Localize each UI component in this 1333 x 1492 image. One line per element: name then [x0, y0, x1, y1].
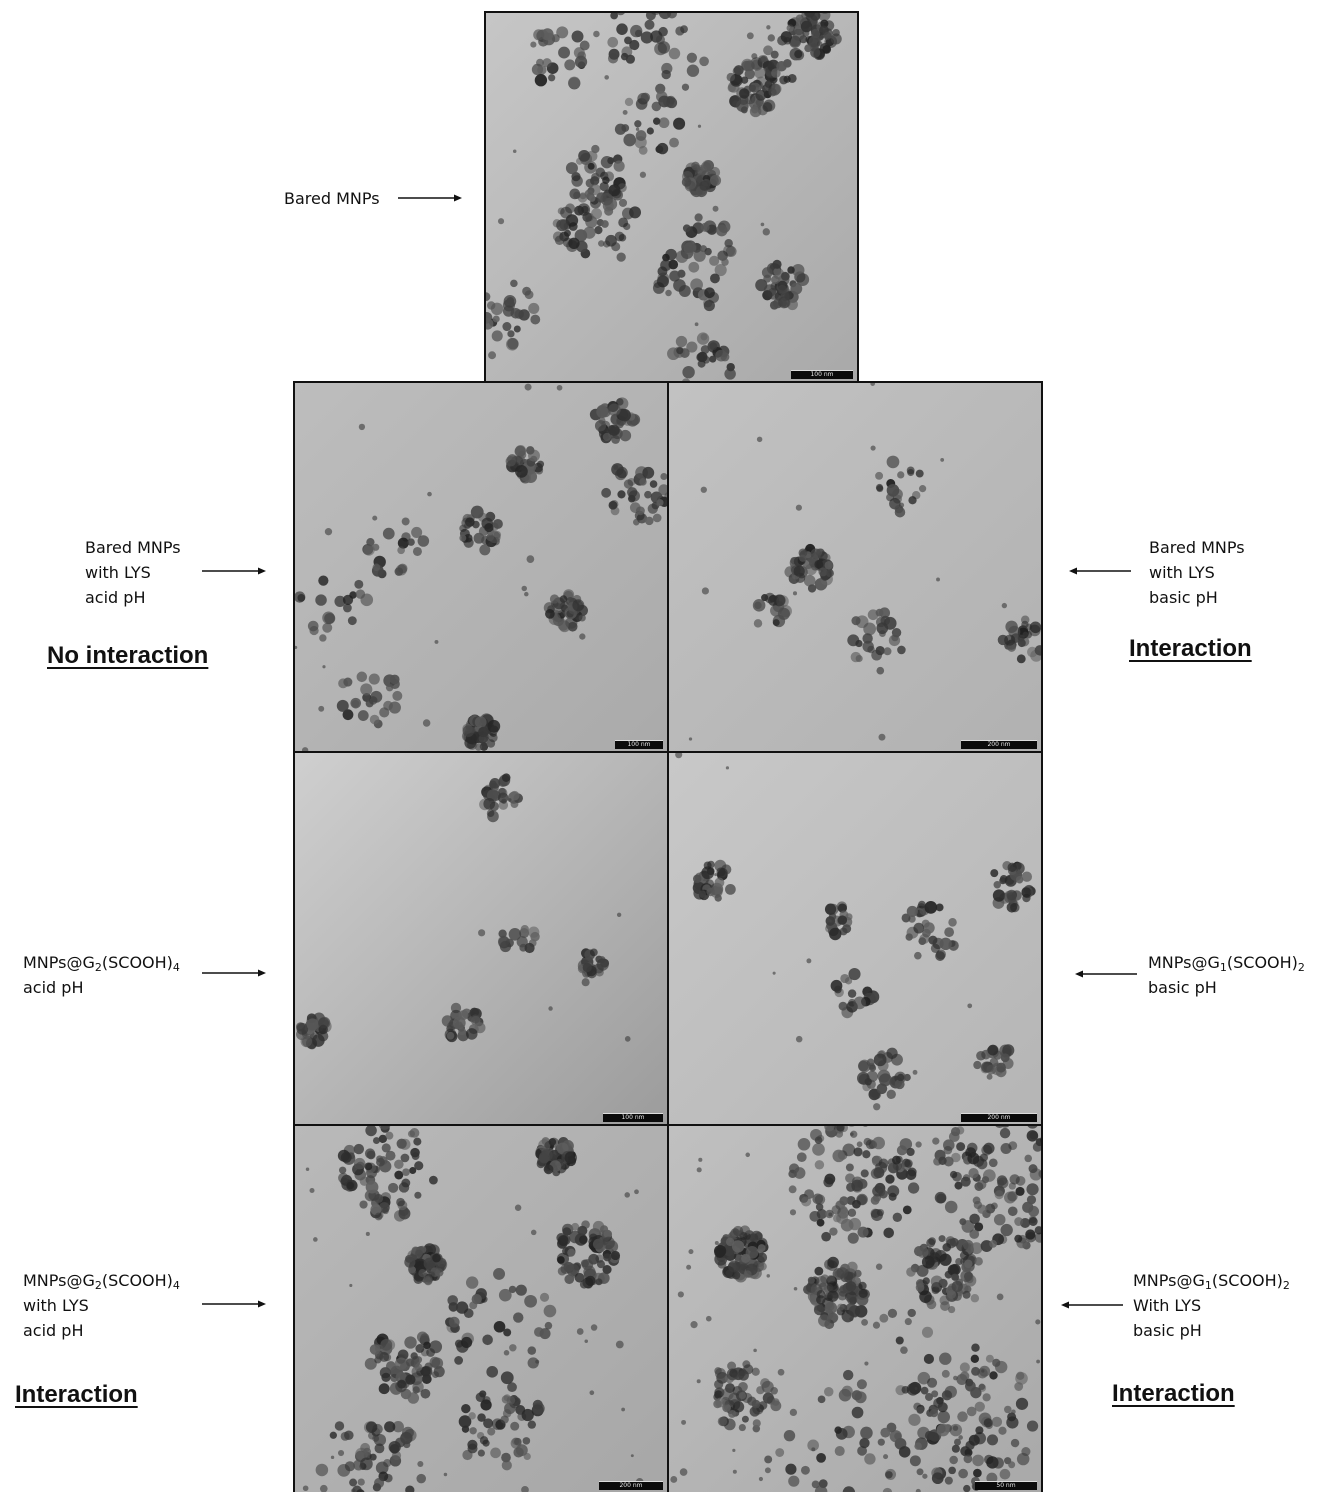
label-line: MNPs@G	[1148, 953, 1220, 972]
scale-bar: 100 nm	[603, 1113, 663, 1122]
label-line: MNPs@G	[23, 1271, 95, 1290]
subscript: 2	[1297, 961, 1305, 974]
tem-panel-g2-lys-acid: 200 nm	[293, 1124, 669, 1492]
label-line: acid pH	[85, 588, 146, 607]
tem-panel-bared-mnps: 100 nm	[484, 11, 859, 383]
verdict-interaction: Interaction	[15, 1381, 138, 1408]
label-g2-lys-acid: MNPs@G2(SCOOH)4 with LYS acid pH	[23, 1268, 180, 1343]
tem-image-g2-lys-acid	[295, 1126, 667, 1492]
label-g1-lys-basic: MNPs@G1(SCOOH)2 With LYS basic pH	[1133, 1268, 1290, 1343]
label-line: with LYS	[23, 1296, 89, 1315]
nanoparticle-clusters	[302, 1126, 644, 1492]
label-line: (SCOOH)	[101, 1271, 173, 1290]
tem-panel-g2-acid: 100 nm	[293, 751, 669, 1126]
label-line: With LYS	[1133, 1296, 1202, 1315]
arrow-left-icon	[1075, 969, 1137, 979]
arrow-left-icon	[1069, 566, 1131, 576]
label-bared-mnps-lys-acid: Bared MNPs with LYS acid pH	[85, 535, 181, 610]
subscript: 1	[1219, 961, 1227, 974]
label-bared-mnps: Bared MNPs	[284, 186, 380, 211]
arrow-right-icon	[398, 193, 462, 203]
nanoparticle-clusters	[295, 383, 667, 751]
label-line: with LYS	[1149, 563, 1215, 582]
arrow-right-icon	[202, 968, 266, 978]
nanoparticle-clusters	[670, 1126, 1041, 1492]
subscript: 2	[94, 1279, 102, 1292]
subscript: 2	[94, 961, 102, 974]
arrow-right-icon	[202, 566, 266, 576]
label-line: Bared MNPs	[1149, 538, 1245, 557]
nanoparticle-clusters	[486, 13, 842, 381]
subscript: 4	[172, 1279, 180, 1292]
verdict-interaction: Interaction	[1129, 635, 1252, 662]
label-line: acid pH	[23, 978, 84, 997]
tem-panel-bared-mnps-lys-acid: 100 nm	[293, 381, 669, 753]
scale-bar: 200 nm	[961, 740, 1037, 749]
tem-background	[669, 383, 1041, 751]
tem-background	[295, 383, 667, 751]
label-line: (SCOOH)	[101, 953, 173, 972]
label-line: basic pH	[1133, 1321, 1202, 1340]
label-g1-basic: MNPs@G1(SCOOH)2 basic pH	[1148, 950, 1305, 1000]
label-line: (SCOOH)	[1211, 1271, 1283, 1290]
label-line: MNPs@G	[1133, 1271, 1205, 1290]
label-line: basic pH	[1149, 588, 1218, 607]
tem-image-g1-basic	[669, 753, 1041, 1124]
label-line: MNPs@G	[23, 953, 95, 972]
label-line: (SCOOH)	[1226, 953, 1298, 972]
arrow-right-icon	[202, 1299, 266, 1309]
scale-bar: 200 nm	[961, 1113, 1037, 1122]
scale-bar: 100 nm	[615, 740, 663, 749]
label-line: basic pH	[1148, 978, 1217, 997]
label-g2-acid: MNPs@G2(SCOOH)4 acid pH	[23, 950, 180, 1000]
nanoparticle-clusters	[296, 773, 631, 1050]
arrow-left-icon	[1061, 1300, 1123, 1310]
label-line: acid pH	[23, 1321, 84, 1340]
verdict-interaction: Interaction	[1112, 1380, 1235, 1407]
tem-image-bared-mnps-lys-basic	[669, 383, 1041, 751]
label-line: with LYS	[85, 563, 151, 582]
tem-image-g2-acid	[295, 753, 667, 1124]
verdict-no-interaction: No interaction	[47, 642, 209, 669]
tem-image-bared-mnps	[486, 13, 857, 381]
tem-background	[486, 13, 857, 381]
nanoparticle-clusters	[688, 383, 1041, 741]
scale-bar: 200 nm	[599, 1481, 663, 1490]
tem-image-g1-lys-basic	[669, 1126, 1041, 1492]
tem-panel-bared-mnps-lys-basic: 200 nm	[667, 381, 1043, 753]
label-line: Bared MNPs	[85, 538, 181, 557]
nanoparticle-clusters	[675, 753, 1036, 1111]
scale-bar: 100 nm	[791, 370, 853, 379]
label-bared-mnps-lys-basic: Bared MNPs with LYS basic pH	[1149, 535, 1245, 610]
subscript: 4	[172, 961, 180, 974]
tem-background	[295, 753, 667, 1124]
tem-image-bared-mnps-lys-acid	[295, 383, 667, 751]
scale-bar: 50 nm	[975, 1481, 1037, 1490]
tem-panel-g1-lys-basic: 50 nm	[667, 1124, 1043, 1492]
subscript: 2	[1282, 1279, 1290, 1292]
subscript: 1	[1204, 1279, 1212, 1292]
tem-panel-g1-basic: 200 nm	[667, 751, 1043, 1126]
label-line: Bared MNPs	[284, 189, 380, 208]
